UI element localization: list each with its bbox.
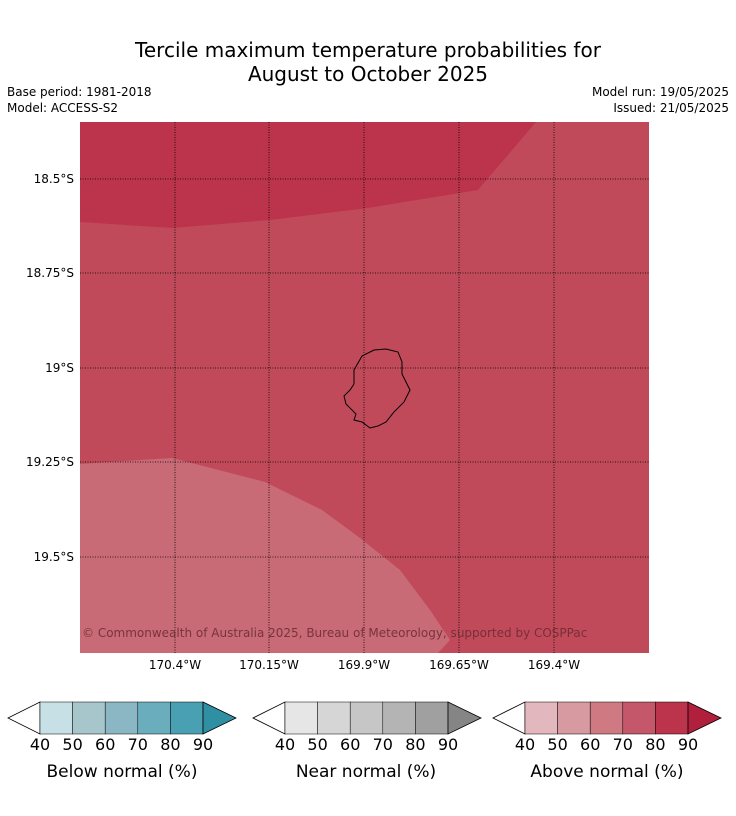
title-line-2: August to October 2025: [247, 62, 489, 86]
cbar-near-tick-3: 60: [340, 735, 361, 754]
cbar-above-tick-3: 60: [580, 735, 601, 754]
lat-tick-2: 18.75°S: [26, 266, 74, 280]
cbar-near-tick-1: 40: [274, 735, 296, 754]
cbar-below-label: Below normal (%): [46, 762, 198, 782]
cbar-above-tick-1: 40: [514, 735, 536, 754]
lon-tick-2: 170.15°W: [239, 658, 299, 672]
lat-tick-5: 19.5°S: [33, 550, 74, 564]
meta-left: Base period: 1981-2018 Model: ACCESS-S2: [7, 84, 152, 116]
cbar-near-tick-4: 70: [372, 735, 393, 754]
cbar-below-tick-3: 60: [95, 735, 116, 754]
lat-tick-4: 19.25°S: [26, 455, 74, 469]
issued-date: Issued: 21/05/2025: [613, 101, 729, 115]
cbar-below-tick-1: 40: [29, 735, 51, 754]
cbar-below-tick-4: 70: [127, 735, 148, 754]
cbar-near-tick-6: 90: [437, 735, 459, 754]
gridlines: [80, 122, 649, 653]
lon-tick-3: 169.9°W: [337, 658, 391, 672]
cbar-below-tick-5: 80: [160, 735, 181, 754]
region-above-70: [80, 458, 450, 653]
cbar-above-tick-4: 70: [612, 735, 633, 754]
cbar-above-tick-5: 80: [645, 735, 666, 754]
cbar-near-label: Near normal (%): [295, 762, 437, 782]
cbar-near-tick-5: 80: [405, 735, 426, 754]
lon-tick-1: 170.4°W: [148, 658, 202, 672]
lat-tick-1: 18.5°S: [33, 172, 74, 186]
lon-tick-4: 169.65°W: [429, 658, 489, 672]
lat-tick-3: 19°S: [45, 361, 74, 375]
island-outline: [343, 348, 411, 429]
model-name: Model: ACCESS-S2: [7, 101, 119, 115]
chart-title: Tercile maximum temperature probabilitie…: [0, 38, 736, 86]
title-line-1: Tercile maximum temperature probabilitie…: [135, 38, 601, 62]
model-run: Model run: 19/05/2025: [591, 85, 729, 99]
cbar-below-tick-2: 50: [62, 735, 83, 754]
cbar-above-label: Above normal (%): [530, 762, 684, 782]
region-above-90: [80, 122, 536, 228]
cbar-above-tick-6: 90: [677, 735, 699, 754]
lon-tick-5: 169.4°W: [527, 658, 581, 672]
cbar-below-tick-6: 90: [192, 735, 214, 754]
copyright-notice: © Commonwealth of Australia 2025, Bureau…: [82, 626, 588, 640]
cbar-above-tick-2: 50: [547, 735, 568, 754]
meta-right: Model run: 19/05/2025 Issued: 21/05/2025: [592, 84, 729, 116]
base-period: Base period: 1981-2018: [7, 85, 152, 99]
cbar-near-tick-2: 50: [307, 735, 328, 754]
